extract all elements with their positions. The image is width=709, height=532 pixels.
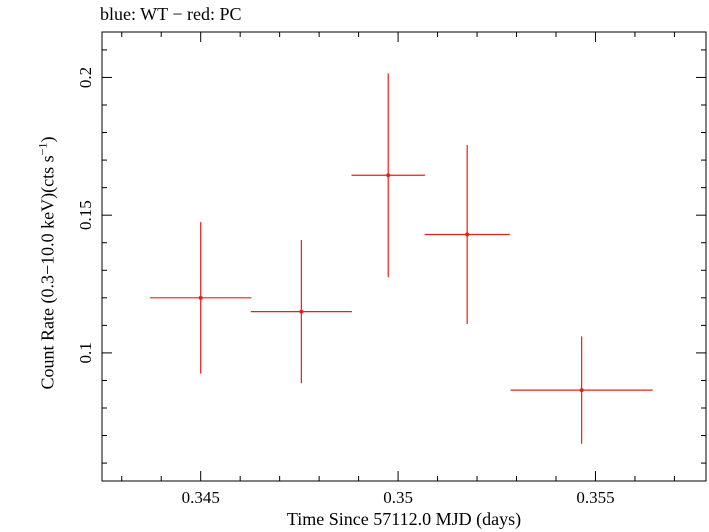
data-point [351, 73, 425, 278]
plot-frame [101, 31, 707, 482]
data-marker [465, 232, 470, 237]
data-marker [299, 309, 304, 314]
x-tick-label: 0.35 [383, 488, 413, 507]
data-marker [198, 295, 203, 300]
data-marker [386, 173, 391, 178]
data-point [250, 239, 352, 384]
x-axis-label: Time Since 57112.0 MJD (days) [286, 509, 522, 529]
data-point [424, 144, 510, 324]
x-tick-label: 0.345 [182, 488, 220, 507]
data-point [510, 336, 653, 444]
chart-title: blue: WT − red: PC [100, 4, 242, 24]
y-tick-label: 0.1 [76, 342, 95, 363]
y-axis-label: Count Rate (0.3−10.0 keV)(cts s−1) [36, 137, 59, 390]
y-axis-label-main: Count Rate (0.3−10.0 keV)(cts s [37, 155, 58, 390]
data-marker [579, 388, 584, 393]
y-tick-label: 0.2 [76, 67, 95, 88]
y-axis-label-exponent: −1 [35, 142, 50, 156]
y-axis-label-close: ) [37, 136, 58, 143]
x-tick-label: 0.355 [576, 488, 614, 507]
y-tick-label: 0.15 [76, 200, 95, 230]
data-point [150, 222, 252, 374]
